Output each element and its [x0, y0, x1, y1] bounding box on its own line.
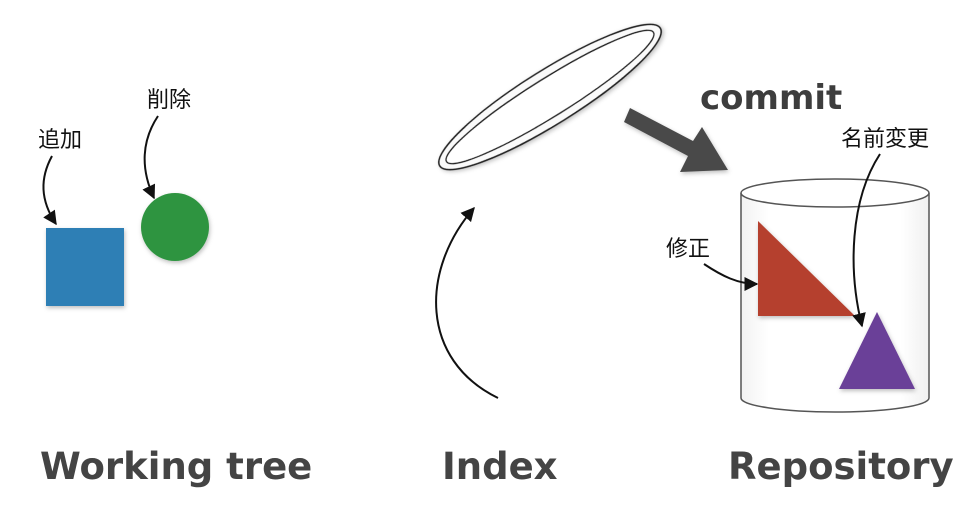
section-index: Index: [442, 445, 558, 488]
arrow-delete: [142, 115, 159, 200]
added-square: [46, 228, 124, 306]
section-repository: Repository: [728, 445, 954, 488]
renamed-triangle: [839, 312, 915, 389]
commit-arrow: [624, 108, 728, 172]
arrow-add: [42, 155, 57, 226]
index-ring: [438, 23, 662, 171]
annotation-modify: 修正: [666, 237, 710, 262]
deleted-circle: [141, 193, 209, 261]
arrow-modify: [703, 263, 759, 291]
section-working-tree: Working tree: [40, 445, 312, 488]
arrow-rename: [852, 153, 881, 328]
annotation-add: 追加: [38, 128, 82, 153]
annotation-delete: 削除: [147, 88, 191, 113]
commit-label: commit: [700, 78, 842, 118]
arrow-to-index: [435, 206, 499, 399]
modified-triangle: [758, 221, 855, 316]
annotation-rename: 名前変更: [841, 127, 929, 152]
